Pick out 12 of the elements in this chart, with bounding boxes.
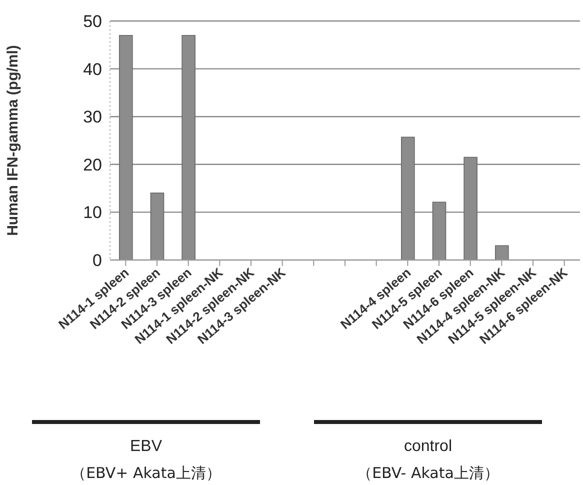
y-tick-label: 40 [83,60,102,79]
y-tick-label: 30 [83,108,102,127]
bar [495,245,509,260]
text: （EBV+ Akata上清） [70,463,222,484]
y-axis-title: Human IFN-gamma (pg/ml) [4,45,22,236]
y-tick-label: 10 [83,203,102,222]
text: control [402,437,454,457]
text: （EBV- Akata上清） [356,463,500,484]
y-tick-label: 50 [83,12,102,32]
text: EBV [128,437,163,457]
y-tick-label: 20 [83,155,102,174]
y-tick-label: 0 [92,251,102,270]
